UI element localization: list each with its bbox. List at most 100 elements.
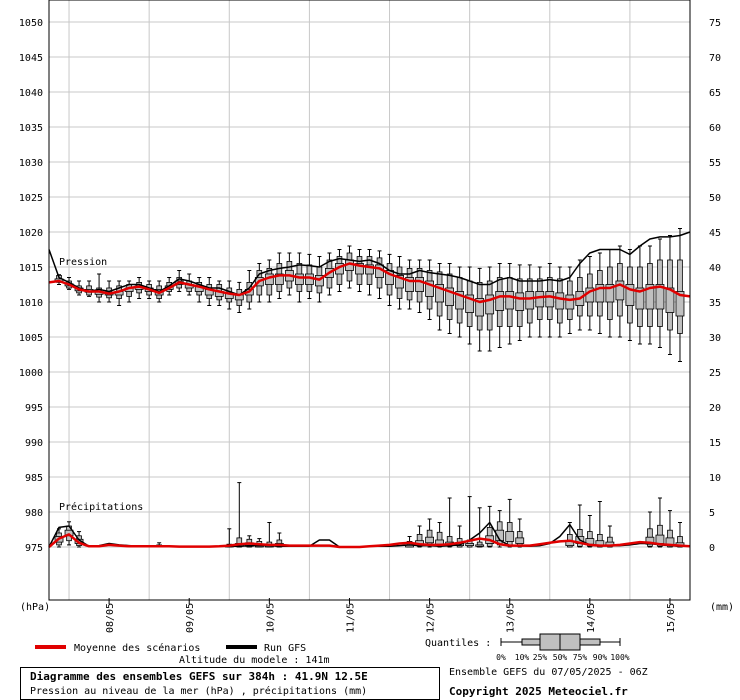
precip-box <box>505 498 515 548</box>
pressure-box <box>355 249 364 292</box>
left-tick-label: 1045 <box>19 53 43 64</box>
pressure-box <box>645 245 655 345</box>
pressure-box <box>605 249 615 338</box>
pressure-box <box>204 277 214 306</box>
altitude-label: Altitude du modele : 141m <box>179 655 330 666</box>
x-tick-label: 14/05 <box>586 603 597 633</box>
precip-box <box>475 507 485 548</box>
box-inner <box>465 543 475 546</box>
box-inner <box>475 298 485 317</box>
box-inner <box>505 531 515 542</box>
box-inner <box>415 277 424 292</box>
box-inner <box>485 294 495 315</box>
right-tick-label: 5 <box>709 508 715 519</box>
pressure-box <box>284 252 294 296</box>
x-tick-label: 11/05 <box>345 603 356 633</box>
quantile-tick-label: 50% <box>553 653 568 662</box>
precip-box <box>655 497 665 548</box>
pressure-box <box>375 250 384 299</box>
pressure-run-line <box>48 231 691 296</box>
left-axis-unit: (hPa) <box>20 602 50 613</box>
left-tick-label: 995 <box>25 403 43 414</box>
pressure-box <box>405 259 414 310</box>
right-tick-label: 60 <box>709 123 721 134</box>
pressure-box <box>94 273 104 303</box>
pressure-box <box>395 256 404 310</box>
left-tick-label: 1005 <box>19 333 43 344</box>
ensemble-label: Ensemble GEFS du 07/05/2025 - 06Z <box>449 667 648 678</box>
x-axis-date-ticks: 08/05 09/05 10/05 11/05 12/05 13/05 14/05 15/05 <box>105 598 677 633</box>
right-tick-label: 55 <box>709 158 721 169</box>
right-tick-label: 35 <box>709 298 721 309</box>
box-inner <box>505 291 515 310</box>
pressure-box <box>655 238 665 348</box>
box-inner <box>675 291 685 317</box>
pressure-box <box>615 245 625 338</box>
box-inner <box>405 277 414 292</box>
pressure-box <box>475 267 485 352</box>
box-inner <box>495 291 505 311</box>
precip-box <box>425 518 434 548</box>
pressure-mean-line <box>48 262 691 304</box>
box-inner <box>655 284 665 310</box>
legend-run-label: Run GFS <box>264 643 306 654</box>
box-inner <box>435 284 445 303</box>
precip-box <box>675 522 685 548</box>
quantile-tick-label: 0% <box>496 653 506 662</box>
precip-box <box>645 511 655 548</box>
right-tick-label: 50 <box>709 193 721 204</box>
left-tick-label: 1030 <box>19 158 43 169</box>
box-inner <box>625 284 635 306</box>
left-tick-label: 1025 <box>19 193 43 204</box>
left-tick-label: 985 <box>25 473 43 484</box>
precip-box <box>435 522 445 548</box>
pressure-box <box>515 264 525 341</box>
box-inner <box>645 284 655 310</box>
precip-box <box>595 501 605 548</box>
box-inner <box>635 287 645 310</box>
pressure-box <box>545 263 555 338</box>
pressure-box <box>525 264 535 338</box>
pressure-box <box>264 259 274 303</box>
copyright-label: Copyright 2025 Meteociel.fr <box>449 685 628 698</box>
precip-mean-line <box>48 533 691 549</box>
box-inner <box>545 291 555 308</box>
x-tick-label: 15/05 <box>666 603 677 633</box>
pressure-box <box>335 249 344 292</box>
left-tick-label: 975 <box>25 543 43 554</box>
quantile-key-icon <box>500 633 621 651</box>
left-tick-label: 1020 <box>19 228 43 239</box>
quantile-tick-label: 25% <box>533 653 548 662</box>
x-tick-label: 09/05 <box>185 603 196 633</box>
box-inner <box>605 284 615 303</box>
box-inner <box>365 264 374 275</box>
left-tick-label: 1015 <box>19 263 43 274</box>
left-tick-label: 1035 <box>19 123 43 134</box>
left-tick-label: 1050 <box>19 18 43 29</box>
box-inner <box>294 273 304 285</box>
pressure-box <box>365 249 374 296</box>
pressure-box <box>625 249 635 341</box>
pressure-box <box>595 252 605 334</box>
x-tick-label: 13/05 <box>506 603 517 633</box>
pressure-box <box>194 277 204 303</box>
right-tick-label: 10 <box>709 473 721 484</box>
quantile-tick-label: 100% <box>610 653 629 662</box>
pressure-box <box>485 266 495 352</box>
pressure-box <box>585 256 595 331</box>
pressure-box <box>84 280 94 297</box>
right-tick-label: 30 <box>709 333 721 344</box>
chart-title: Diagramme des ensembles GEFS sur 384h : … <box>30 670 368 683</box>
right-axis-unit: (mm) <box>710 602 734 613</box>
box-inner <box>465 294 475 313</box>
box-inner <box>274 273 284 285</box>
right-tick-label: 20 <box>709 403 721 414</box>
right-tick-label: 65 <box>709 88 721 99</box>
pressure-box <box>385 253 394 306</box>
box-inner <box>355 263 364 275</box>
right-tick-label: 40 <box>709 263 721 274</box>
quantiles-label: Quantiles : <box>425 638 491 649</box>
box-inner <box>555 292 565 310</box>
box-inner <box>455 291 465 310</box>
